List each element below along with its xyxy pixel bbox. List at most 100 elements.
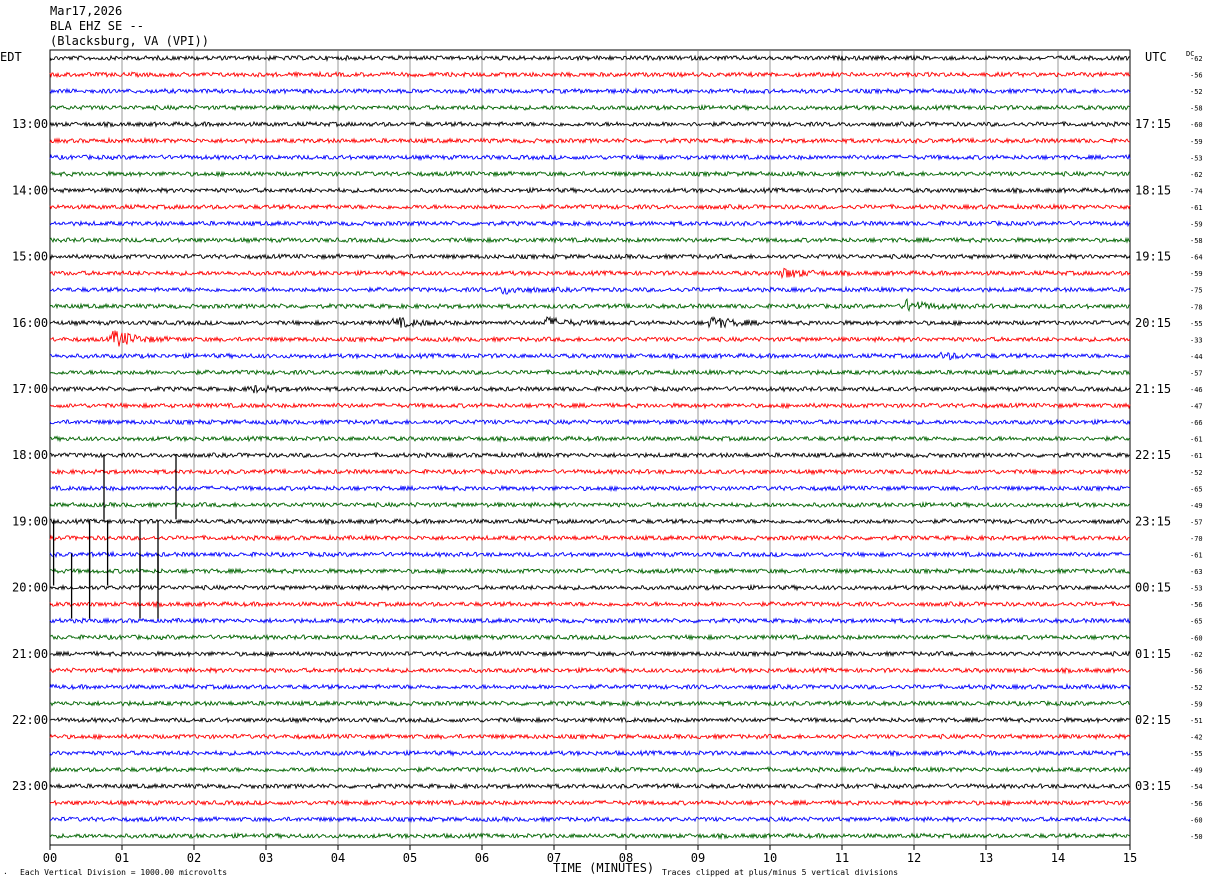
dc-offset-label: -61 (1190, 204, 1203, 212)
dc-offset-label: -52 (1190, 684, 1203, 692)
seismic-trace (49, 202, 1131, 211)
dc-offset-label: -59 (1190, 270, 1203, 278)
x-tick-label: 11 (835, 851, 849, 865)
x-tick-label: 08 (619, 851, 633, 865)
dc-offset-label: -70 (1190, 535, 1203, 543)
seismic-trace (49, 136, 1131, 145)
dc-offset-label: -65 (1190, 485, 1203, 493)
right-time-label: 00:15 (1135, 581, 1171, 595)
right-time-label: 01:15 (1135, 647, 1171, 661)
dc-offset-label: -57 (1190, 518, 1203, 526)
seismic-trace (49, 533, 1130, 542)
x-tick-label: 12 (907, 851, 921, 865)
dc-offset-label: -54 (1190, 783, 1203, 791)
x-tick-label: 00 (43, 851, 57, 865)
dc-offset-label: -59 (1190, 138, 1203, 146)
right-time-label: 21:15 (1135, 382, 1171, 396)
header-location: (Blacksburg, VA (VPI)) (50, 34, 209, 48)
header-date: Mar17,2026 (50, 4, 123, 18)
dc-offset-label: -46 (1190, 386, 1203, 394)
dc-offset-label: -53 (1190, 154, 1203, 162)
x-tick-label: 01 (115, 851, 129, 865)
left-time-label: 13:00 (12, 117, 48, 131)
dc-offset-label: -44 (1190, 353, 1203, 361)
plot-frame (49, 49, 1131, 846)
x-tick-label: 04 (331, 851, 345, 865)
seismic-trace (49, 236, 1131, 244)
seismic-trace (49, 650, 1131, 658)
seismic-trace (49, 186, 1131, 195)
dc-offset-label: -56 (1190, 72, 1203, 80)
seismic-trace (49, 749, 1131, 758)
dc-offset-label: -51 (1190, 717, 1203, 725)
seismic-trace (49, 832, 1131, 840)
right-time-label: 18:15 (1135, 183, 1171, 197)
dc-offset-label: -58 (1190, 237, 1203, 245)
dc-offset-label: -56 (1190, 800, 1203, 808)
left-time-label: 16:00 (12, 316, 48, 330)
x-tick-label: 14 (1051, 851, 1065, 865)
dc-offset-label: -62 (1190, 651, 1203, 659)
seismic-trace (49, 567, 1131, 575)
seismic-trace (49, 368, 1131, 376)
right-time-label: 23:15 (1135, 514, 1171, 528)
right-time-label: 22:15 (1135, 448, 1171, 462)
dc-offset-label: -55 (1190, 320, 1203, 328)
x-tick-label: 10 (763, 851, 777, 865)
seismic-trace (49, 418, 1131, 426)
dc-offset-label: -33 (1190, 336, 1203, 344)
seismic-trace (49, 484, 1131, 493)
seismic-trace (49, 467, 1131, 476)
seismic-trace (49, 782, 1131, 790)
seismic-trace (49, 765, 1131, 774)
dc-offset-label: -74 (1190, 187, 1203, 195)
dc-offset-label: -52 (1190, 469, 1203, 477)
seismic-trace (49, 517, 1131, 526)
seismic-trace (49, 54, 1131, 63)
seismic-trace (49, 451, 1131, 459)
seismic-trace (49, 799, 1131, 807)
seismic-trace (49, 616, 1131, 625)
left-time-label: 21:00 (12, 647, 48, 661)
x-tick-label: 13 (979, 851, 993, 865)
seismic-trace (49, 298, 1131, 313)
left-time-label: 22:00 (12, 713, 48, 727)
x-tick-label: 07 (547, 851, 561, 865)
dc-offset-label: -58 (1190, 105, 1203, 113)
dc-offset-label: -75 (1190, 287, 1203, 295)
dc-offset-label: -57 (1190, 369, 1203, 377)
seismic-trace (49, 87, 1131, 95)
right-time-label: 02:15 (1135, 713, 1171, 727)
left-time-label: 15:00 (12, 250, 48, 264)
seismic-trace (49, 699, 1131, 708)
left-time-label: 20:00 (12, 581, 48, 595)
dc-offset-label: -42 (1190, 734, 1203, 742)
dc-offset-label: -66 (1190, 419, 1203, 427)
seismic-trace (49, 120, 1131, 129)
dc-offset-label: -60 (1190, 121, 1203, 129)
dc-offset-label: -55 (1190, 750, 1203, 758)
seismic-trace (49, 550, 1131, 559)
dc-offset-label: -49 (1190, 767, 1203, 775)
right-time-label: 03:15 (1135, 779, 1171, 793)
x-tick-label: 03 (259, 851, 273, 865)
seismic-trace (49, 666, 1131, 675)
seismic-trace (50, 170, 1131, 178)
dc-offset-label: -61 (1190, 552, 1203, 560)
seismic-trace (49, 315, 1131, 329)
seismic-trace (49, 103, 1130, 112)
dc-offset-label: -60 (1190, 816, 1203, 824)
seismic-trace (49, 583, 1131, 592)
seismic-trace (49, 285, 1131, 295)
dc-offset-label: -65 (1190, 618, 1203, 626)
dc-offset-label: -63 (1190, 568, 1203, 576)
left-time-label: 23:00 (12, 779, 48, 793)
x-tick-label: 02 (187, 851, 201, 865)
left-timezone-label: EDT (0, 50, 22, 64)
x-tick-label: 05 (403, 851, 417, 865)
seismic-trace (49, 70, 1131, 79)
right-timezone-label: UTC (1145, 50, 1167, 64)
x-tick-label: 06 (475, 851, 489, 865)
seismic-trace (50, 330, 1131, 347)
scale-note: Each Vertical Division = 1000.00 microvo… (20, 868, 228, 877)
